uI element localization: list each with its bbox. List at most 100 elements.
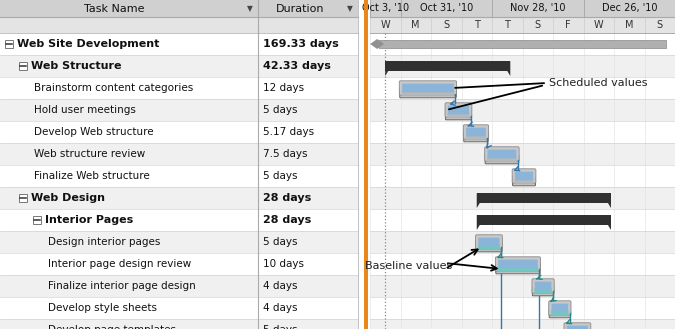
Text: W: W: [381, 20, 390, 30]
Text: 5 days: 5 days: [263, 325, 298, 329]
Text: 5 days: 5 days: [263, 105, 298, 115]
FancyBboxPatch shape: [448, 112, 469, 118]
FancyBboxPatch shape: [549, 308, 570, 318]
Text: Finalize interior page design: Finalize interior page design: [48, 281, 196, 291]
Bar: [370, 99, 675, 121]
FancyBboxPatch shape: [445, 103, 472, 117]
FancyBboxPatch shape: [535, 282, 551, 291]
FancyBboxPatch shape: [564, 323, 591, 329]
Bar: [0, 55, 358, 77]
FancyBboxPatch shape: [485, 147, 519, 161]
Bar: [33, 216, 41, 224]
Bar: [370, 209, 675, 231]
Bar: [19, 194, 27, 202]
Text: T: T: [504, 20, 510, 30]
Polygon shape: [605, 215, 611, 230]
Text: 42.33 days: 42.33 days: [263, 61, 331, 71]
Text: Web Structure: Web Structure: [31, 61, 122, 71]
Bar: [19, 62, 27, 70]
FancyBboxPatch shape: [400, 81, 456, 95]
FancyBboxPatch shape: [402, 84, 454, 92]
Bar: [0, 187, 358, 209]
Text: 5.17 days: 5.17 days: [263, 127, 314, 137]
Polygon shape: [504, 61, 510, 76]
FancyBboxPatch shape: [512, 176, 535, 186]
Text: Interior Pages: Interior Pages: [45, 215, 133, 225]
FancyBboxPatch shape: [567, 326, 588, 329]
Bar: [370, 17, 675, 33]
FancyBboxPatch shape: [446, 110, 471, 120]
Text: Oct 3, '10: Oct 3, '10: [362, 4, 409, 13]
Text: S: S: [535, 20, 541, 30]
Text: Nov 28, '10: Nov 28, '10: [510, 4, 566, 13]
FancyBboxPatch shape: [478, 244, 500, 250]
Text: Design interior pages: Design interior pages: [48, 237, 161, 247]
Text: Scheduled values: Scheduled values: [549, 78, 647, 88]
Text: 5 days: 5 days: [263, 237, 298, 247]
FancyBboxPatch shape: [532, 279, 554, 293]
Bar: [370, 231, 675, 253]
FancyBboxPatch shape: [512, 169, 536, 183]
Text: Web structure review: Web structure review: [34, 149, 145, 159]
Bar: [0, 209, 358, 231]
Text: Web Design: Web Design: [31, 193, 105, 203]
FancyBboxPatch shape: [400, 88, 456, 98]
FancyBboxPatch shape: [551, 304, 568, 313]
Text: Develop page templates: Develop page templates: [48, 325, 176, 329]
Text: Task Name: Task Name: [84, 4, 144, 13]
FancyBboxPatch shape: [535, 288, 551, 294]
Bar: [370, 297, 675, 319]
Bar: [0, 165, 358, 187]
Bar: [370, 253, 675, 275]
Text: 28 days: 28 days: [263, 193, 311, 203]
Bar: [370, 121, 675, 143]
Polygon shape: [477, 215, 483, 230]
Bar: [0, 253, 358, 275]
Text: M: M: [412, 20, 420, 30]
Bar: [0, 231, 358, 253]
FancyBboxPatch shape: [476, 242, 502, 252]
Polygon shape: [477, 193, 483, 208]
Text: 4 days: 4 days: [263, 303, 298, 313]
Bar: [0, 0, 358, 329]
FancyBboxPatch shape: [495, 264, 540, 274]
Text: Develop style sheets: Develop style sheets: [48, 303, 157, 313]
Text: ▼: ▼: [347, 4, 353, 13]
Text: Develop Web structure: Develop Web structure: [34, 127, 154, 137]
Bar: [0, 121, 358, 143]
Text: 4 days: 4 days: [263, 281, 298, 291]
Text: 10 days: 10 days: [263, 259, 304, 269]
FancyBboxPatch shape: [498, 260, 538, 268]
Text: Baseline values: Baseline values: [365, 261, 452, 271]
Bar: [0, 297, 358, 319]
FancyBboxPatch shape: [495, 257, 541, 271]
Bar: [0, 77, 358, 99]
Bar: [0, 33, 358, 55]
FancyBboxPatch shape: [551, 310, 568, 316]
Bar: [0, 319, 358, 329]
Bar: [370, 275, 675, 297]
FancyBboxPatch shape: [487, 156, 517, 162]
Text: Finalize Web structure: Finalize Web structure: [34, 171, 150, 181]
FancyBboxPatch shape: [487, 150, 516, 158]
FancyBboxPatch shape: [476, 235, 502, 249]
Text: 169.33 days: 169.33 days: [263, 39, 339, 49]
Polygon shape: [385, 61, 391, 76]
Polygon shape: [605, 193, 611, 208]
Text: 5 days: 5 days: [263, 171, 298, 181]
FancyBboxPatch shape: [402, 90, 454, 96]
FancyBboxPatch shape: [466, 134, 486, 140]
Bar: [379, 40, 666, 48]
Text: S: S: [657, 20, 663, 30]
Bar: [5, 40, 13, 48]
Bar: [0, 99, 358, 121]
FancyBboxPatch shape: [514, 178, 533, 184]
Text: Duration: Duration: [276, 4, 324, 13]
Text: T: T: [474, 20, 480, 30]
Bar: [370, 143, 675, 165]
FancyBboxPatch shape: [515, 172, 533, 180]
FancyBboxPatch shape: [533, 286, 554, 296]
Text: Interior page design review: Interior page design review: [48, 259, 191, 269]
Polygon shape: [370, 39, 384, 49]
FancyBboxPatch shape: [497, 266, 538, 272]
